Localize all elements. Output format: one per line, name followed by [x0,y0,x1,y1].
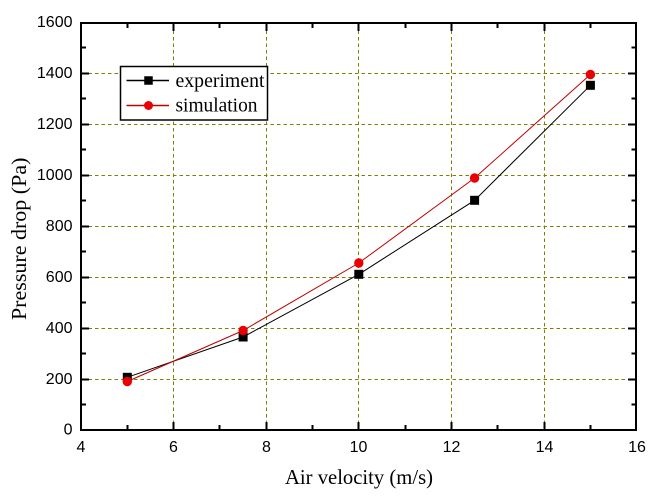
svg-text:16: 16 [628,439,646,456]
svg-text:14: 14 [536,439,554,456]
svg-text:Pressure drop (Pa): Pressure drop (Pa) [7,158,31,320]
svg-text:12: 12 [443,439,461,456]
svg-text:800: 800 [46,218,73,235]
svg-text:10: 10 [350,439,368,456]
svg-text:8: 8 [262,439,271,456]
svg-text:4: 4 [77,439,86,456]
svg-text:1400: 1400 [37,65,73,82]
svg-text:experiment: experiment [176,70,265,92]
svg-text:0: 0 [64,422,73,439]
svg-text:simulation: simulation [176,95,258,117]
svg-text:1600: 1600 [37,14,73,31]
svg-text:1200: 1200 [37,116,73,133]
svg-text:6: 6 [169,439,178,456]
svg-text:400: 400 [46,320,73,337]
svg-text:Air velocity (m/s): Air velocity (m/s) [285,465,433,489]
svg-text:200: 200 [46,371,73,388]
svg-text:600: 600 [46,269,73,286]
svg-text:1000: 1000 [37,167,73,184]
